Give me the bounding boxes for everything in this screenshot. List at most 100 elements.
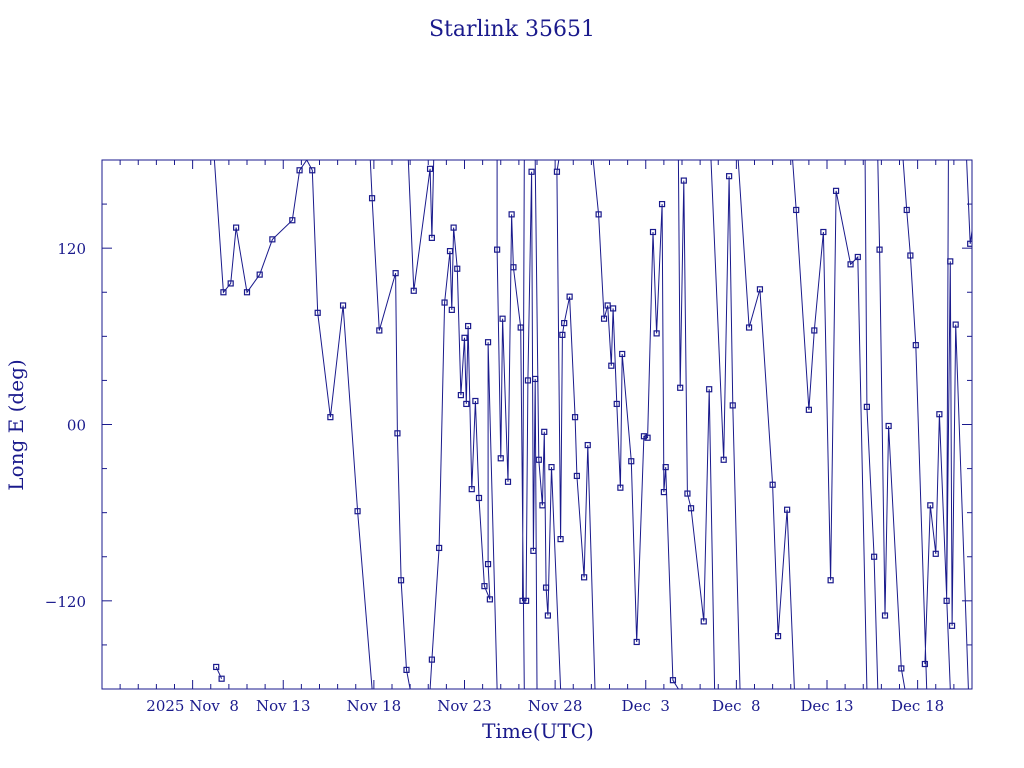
data-point [484,560,492,568]
data-point [769,481,776,488]
y-tick-labels: −120 00 120 [45,240,86,611]
data-point [463,400,470,408]
x-tick-label: Nov 18 [347,697,402,715]
data-point [907,252,914,259]
x-tick-label: Nov 28 [528,697,583,715]
data-point [269,236,276,243]
data-point [820,228,827,236]
data-point [912,342,919,349]
y-tick-label: 00 [67,417,86,435]
data-point [660,488,667,496]
y-axis-label: Long E (deg) [4,359,28,490]
data-point [410,287,417,294]
data-point [559,331,566,338]
data-point [677,384,684,391]
data-point [628,458,635,465]
data-point [898,665,905,672]
data-point [428,234,435,241]
data-point [881,612,889,619]
data-point [595,211,602,218]
data-point [436,544,443,552]
data-point [617,484,624,491]
data-point [314,309,321,316]
data-point [233,224,240,231]
data-point [528,168,535,175]
data-point [553,168,561,175]
data-point [640,433,648,440]
data-point [726,173,733,180]
plot-area [213,160,1005,689]
data-point [327,414,334,421]
data-point [984,184,989,189]
data-point [448,306,455,313]
data-point [854,253,861,261]
chart-title: Starlink 35651 [429,17,595,42]
data-point [426,165,434,172]
data-point [484,339,492,346]
data-point [903,206,910,214]
data-point [684,490,691,497]
data-point [932,550,939,557]
data-point [863,403,870,410]
data-point [584,441,591,449]
data-point [532,375,539,383]
data-point [446,248,454,255]
data-point [975,190,980,195]
data-point [573,472,580,480]
data-point [947,258,954,265]
data-point [494,246,501,253]
data-point [921,660,928,668]
data-point [530,547,537,554]
data-point [557,536,564,543]
data-point [680,177,687,184]
data-point [508,211,515,218]
data-point [339,302,347,309]
data-point [368,195,376,202]
data-point [394,430,401,437]
data-point [457,392,464,399]
data-point [649,228,657,236]
data-point [392,270,399,277]
data-point [936,411,943,418]
data-point [524,377,532,384]
data-point [397,577,405,584]
data-point [517,324,524,331]
data-point [832,187,840,194]
data-point [450,224,457,231]
data-point [943,597,950,604]
data-point [700,618,707,625]
data-point [541,428,548,435]
data-point [811,327,818,334]
data-point [499,315,506,322]
data-point [669,677,677,684]
data-point [633,638,640,646]
data-point [793,206,800,214]
data-point [608,362,615,369]
y-tick-label: 120 [57,240,86,258]
data-point [871,553,878,560]
x-tick-label: Dec 18 [891,697,944,715]
data-point [745,324,753,331]
data-point [213,663,220,671]
data-point [465,322,472,330]
x-tick-label: Dec 8 [712,697,760,715]
data-point [486,596,493,603]
data-point [952,321,959,328]
data-point [535,456,542,463]
data-point [995,363,1000,368]
data-point [610,305,617,312]
series-markers [213,165,1005,684]
series-line [213,160,972,689]
data-point [1000,519,1005,524]
data-point [403,666,410,673]
data-point [454,265,461,272]
data-point [296,167,303,174]
data-point [784,506,791,513]
data-point [542,584,550,591]
data-point [720,456,727,463]
data-point [220,289,227,296]
data-point [847,261,854,268]
data-point [461,334,468,341]
data-point [428,656,435,663]
x-tick-label: Nov 13 [256,697,311,715]
